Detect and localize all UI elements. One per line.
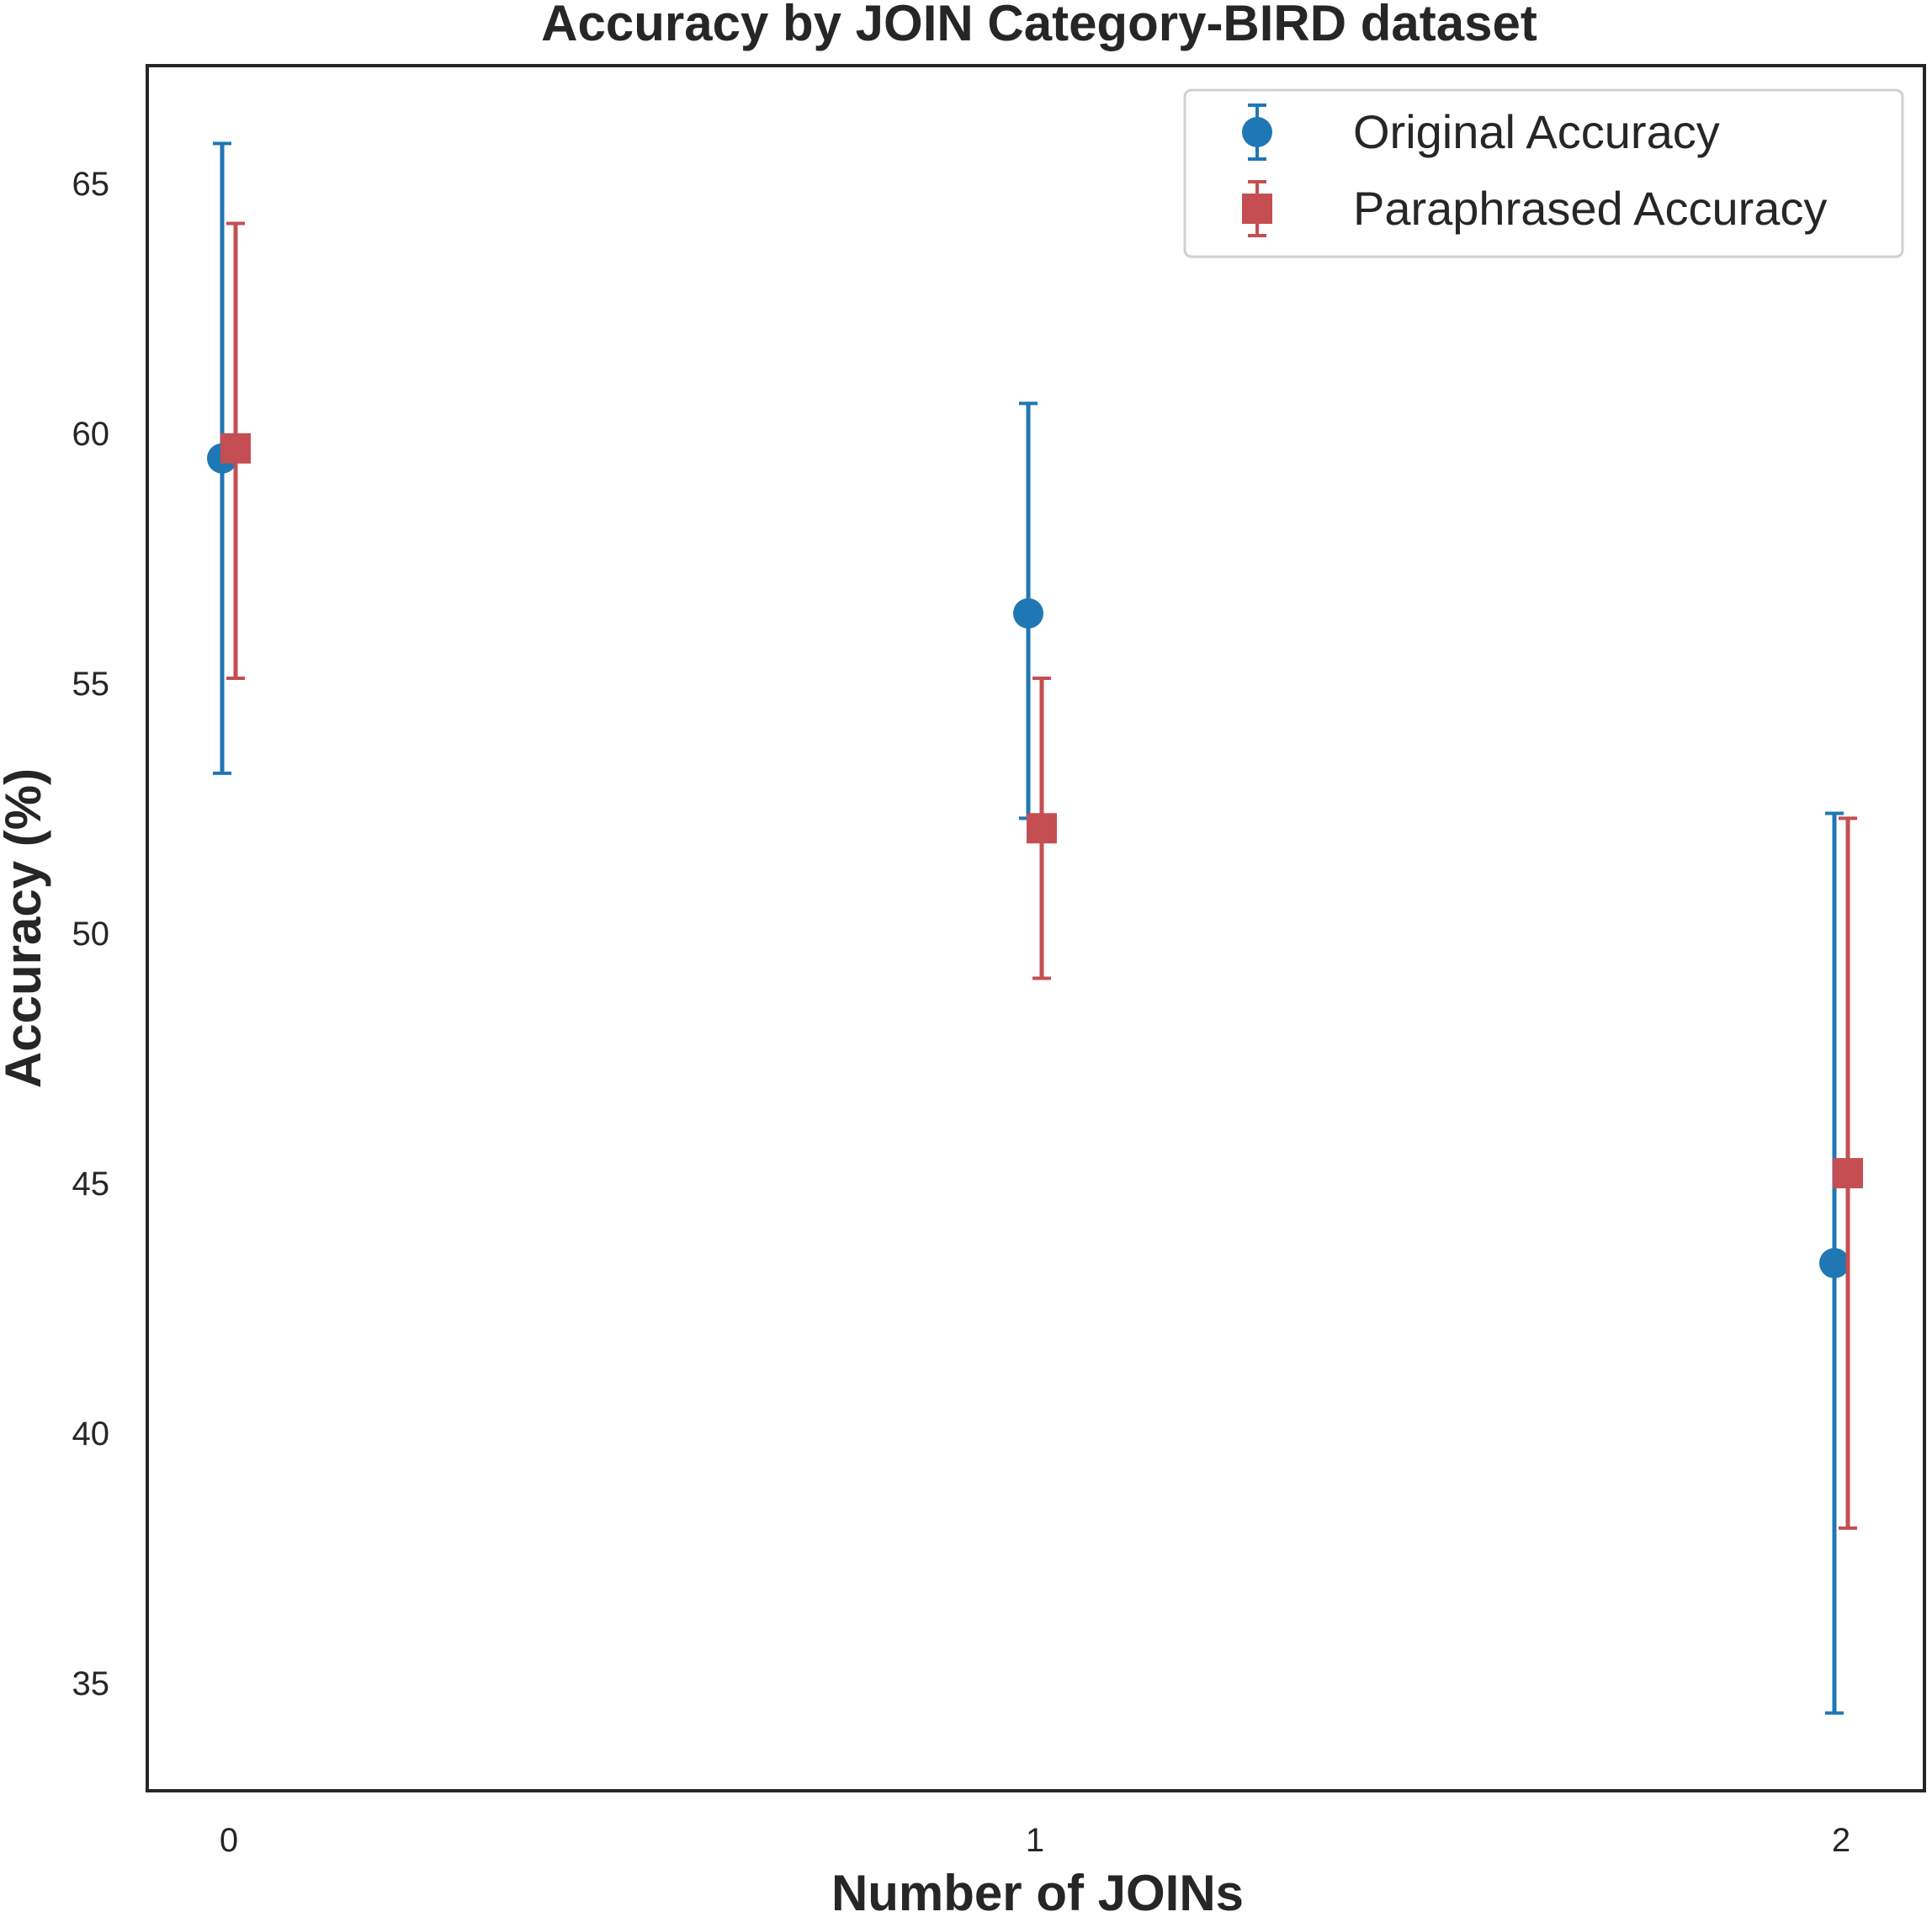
y-tick-label: 45 [72, 1166, 110, 1203]
y-tick-label: 40 [72, 1415, 110, 1452]
series-original [207, 141, 1850, 1715]
legend-marker [1242, 117, 1272, 147]
legend-label: Original Accuracy [1353, 105, 1720, 158]
series-paraphrased [220, 221, 1863, 1530]
legend-label: Paraphrased Accuracy [1353, 182, 1827, 235]
legend-box [1183, 88, 1904, 258]
x-tick-label: 1 [1026, 1822, 1044, 1859]
x-tick-label: 2 [1832, 1822, 1850, 1859]
chart-title: Accuracy by JOIN Category-BIRD dataset [541, 0, 1537, 51]
x-tick-label: 0 [220, 1822, 238, 1859]
legend-item: Paraphrased Accuracy [1242, 180, 1827, 237]
x-axis-ticks: 0 1 2 [220, 1822, 1850, 1859]
legend-marker [1242, 194, 1272, 224]
y-tick-label: 65 [72, 166, 110, 203]
data-point [1819, 1248, 1850, 1279]
legend: Original Accuracy Paraphrased Accuracy [1183, 88, 1904, 258]
y-tick-label: 35 [72, 1665, 110, 1702]
data-point [1013, 597, 1043, 629]
y-tick-label: 60 [72, 416, 110, 453]
y-axis-ticks: 35 40 45 50 55 60 65 [72, 166, 110, 1702]
legend-item: Original Accuracy [1242, 104, 1720, 161]
y-tick-label: 50 [72, 916, 110, 953]
data-marks [207, 141, 1863, 1715]
data-point [1027, 813, 1057, 844]
y-axis-label: Accuracy (%) [0, 768, 51, 1088]
plot-area-frame [146, 64, 1926, 1792]
x-axis-label: Number of JOINs [831, 1865, 1244, 1917]
y-tick-label: 55 [72, 666, 110, 703]
data-point [220, 433, 251, 464]
data-point [1833, 1158, 1863, 1189]
